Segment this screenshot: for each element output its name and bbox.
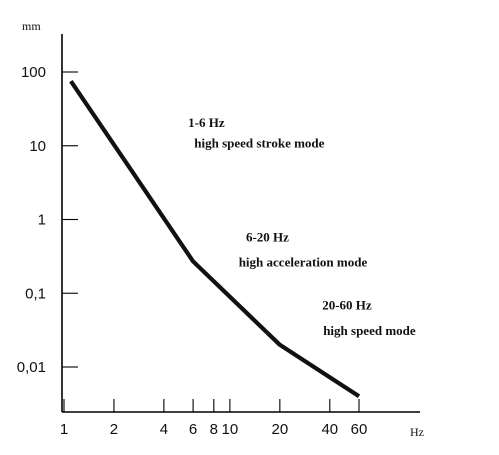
y-tick-label: 0,01 [17,359,46,376]
annotation-layer: 1-6 Hz high speed stroke mode 6-20 Hz high … [188,115,416,338]
x-tick-label: 40 [321,421,338,438]
y-tick-label: 0,1 [25,285,46,302]
y-axis-label: mm [22,19,41,33]
x-tick-label: 6 [189,421,197,438]
annotation-label: high speed mode [323,323,416,338]
x-ticks: 1 2 4 6 8 10 20 40 60 [60,399,368,438]
annotation-label: high speed stroke mode [194,135,324,150]
x-tick-label: 1 [60,421,68,438]
x-tick-label: 10 [222,421,239,438]
y-tick-label: 10 [29,138,46,155]
y-tick-label: 100 [21,64,46,81]
annotation-label: high acceleration mode [239,255,368,270]
y-ticks: 100 10 1 0,1 0,01 [17,64,78,376]
series-line [69,80,361,399]
axes [61,34,420,413]
series-layer [69,80,361,399]
x-tick-label: 2 [110,421,118,438]
x-tick-label: 4 [160,421,168,438]
annotation-label: 1-6 Hz [188,115,225,130]
annotation-label: 6-20 Hz [246,230,289,245]
y-tick-label: 1 [38,212,46,229]
x-axis-label: Hz [410,425,424,439]
x-tick-label: 60 [351,421,368,438]
annotation-label: 20-60 Hz [322,298,372,313]
x-tick-label: 8 [210,421,218,438]
x-tick-label: 20 [272,421,289,438]
